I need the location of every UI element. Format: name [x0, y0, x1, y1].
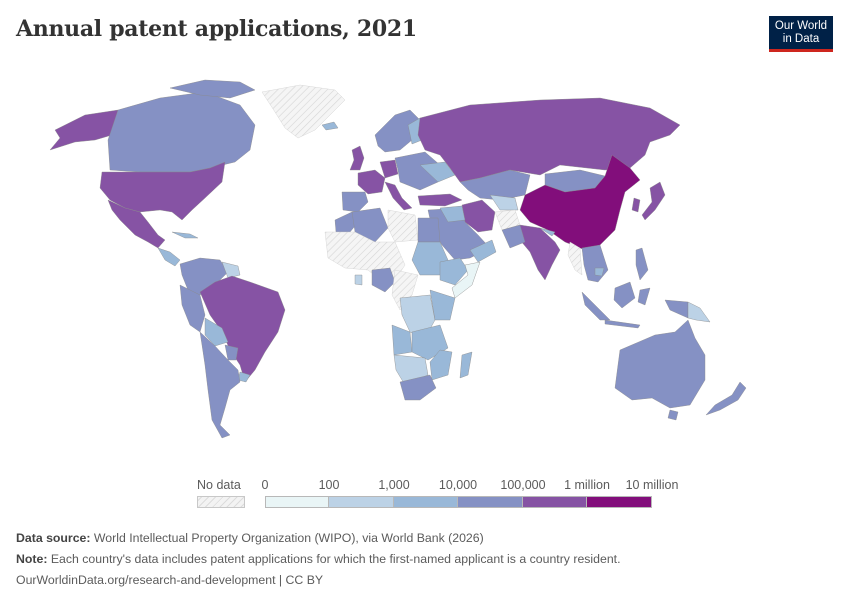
- data-source-text: World Intellectual Property Organization…: [90, 531, 484, 545]
- region-myanmar: [567, 241, 583, 276]
- note-label: Note:: [16, 552, 48, 566]
- region-sulawesi: [637, 287, 651, 306]
- chart-title: Annual patent applications, 2021: [16, 16, 417, 42]
- region-iraq-syria: [439, 205, 466, 223]
- legend-tick-0: 0: [261, 478, 269, 492]
- region-central-america: [157, 247, 181, 267]
- region-iceland: [321, 121, 339, 131]
- region-ghana: [354, 274, 363, 286]
- owid-logo[interactable]: Our World in Data: [769, 16, 833, 52]
- region-germany: [379, 159, 399, 179]
- legend-tick-10-million: 10 million: [625, 478, 679, 492]
- region-central-asia: [489, 194, 519, 211]
- legend-bin-100000-1m[interactable]: [523, 496, 587, 508]
- logo-line-1: Our World: [774, 20, 828, 32]
- region-nepal: [539, 227, 556, 237]
- region-yemen-oman: [469, 239, 497, 263]
- source-url-link[interactable]: OurWorldinData.org/research-and-developm…: [16, 573, 324, 587]
- chart-footer: Data source: World Intellectual Property…: [16, 528, 621, 591]
- region-india: [519, 224, 561, 281]
- region-eastern-europe: [394, 151, 441, 191]
- legend-bin-1000-10000[interactable]: [394, 496, 458, 508]
- region-nigeria: [371, 267, 396, 293]
- logo-line-2: in Data: [782, 33, 820, 45]
- region-east-africa: [429, 289, 456, 321]
- region-united-kingdom: [349, 145, 365, 171]
- data-source-label: Data source:: [16, 531, 91, 545]
- legend-bin-100-1000[interactable]: [329, 496, 394, 508]
- region-turkey: [417, 193, 463, 207]
- region-greenland: [261, 84, 346, 139]
- region-algeria: [351, 207, 389, 243]
- legend-tick-100000: 100,000: [500, 478, 546, 492]
- region-philippines: [635, 247, 649, 281]
- world-map[interactable]: [0, 70, 850, 470]
- legend-bin-1m-10m[interactable]: [587, 496, 652, 508]
- region-new-zealand: [705, 381, 747, 416]
- legend-no-data-swatch[interactable]: [197, 496, 245, 508]
- region-canada: [107, 91, 256, 173]
- region-united-states: [99, 161, 226, 221]
- region-guianas: [221, 261, 241, 279]
- region-bolivia: [204, 317, 229, 347]
- legend-tick-100: 100: [318, 478, 340, 492]
- legend-tick-1-million: 1 million: [564, 478, 610, 492]
- legend-tick-10000: 10,000: [438, 478, 478, 492]
- data-source-line: Data source: World Intellectual Property…: [16, 528, 621, 549]
- region-spain: [341, 191, 369, 213]
- region-libya: [387, 209, 419, 243]
- region-south-korea: [631, 197, 641, 213]
- region-java: [604, 319, 641, 329]
- region-borneo: [613, 281, 636, 309]
- region-australia: [614, 319, 706, 409]
- legend-bin-0-100[interactable]: [265, 496, 329, 508]
- region-pakistan: [501, 224, 526, 249]
- region-tasmania: [667, 409, 679, 421]
- note-text: Each country's data includes patent appl…: [47, 552, 621, 566]
- region-canada-islands: [169, 79, 256, 99]
- region-paraguay: [224, 344, 239, 361]
- region-southeast-asia: [581, 244, 609, 283]
- note-line: Note: Each country's data includes paten…: [16, 549, 621, 570]
- region-cuba: [171, 231, 199, 239]
- region-japan: [641, 181, 666, 221]
- region-south-africa: [399, 374, 437, 401]
- region-new-guinea-west: [664, 299, 689, 319]
- legend-tick-1000: 1,000: [378, 478, 410, 492]
- region-ethiopia: [439, 257, 469, 286]
- region-mexico: [107, 199, 166, 249]
- region-china: [519, 154, 641, 251]
- region-egypt: [417, 217, 441, 243]
- region-madagascar: [459, 351, 473, 379]
- region-papua-new-guinea: [687, 301, 711, 323]
- region-france: [357, 169, 386, 195]
- legend-bin-10000-100000[interactable]: [458, 496, 523, 508]
- region-sumatra: [581, 291, 611, 321]
- region-argentina-chile: [199, 331, 241, 439]
- region-west-africa-nodata: [324, 231, 406, 281]
- map-legend: No data 0 100 1,000 10,000 100,000 1 mil…: [0, 476, 850, 512]
- region-mozambique: [429, 349, 453, 381]
- region-italy: [384, 181, 413, 211]
- region-cambodia: [594, 267, 605, 277]
- legend-no-data-label: No data: [197, 478, 241, 492]
- region-russia: [417, 97, 681, 183]
- region-alaska: [49, 109, 119, 151]
